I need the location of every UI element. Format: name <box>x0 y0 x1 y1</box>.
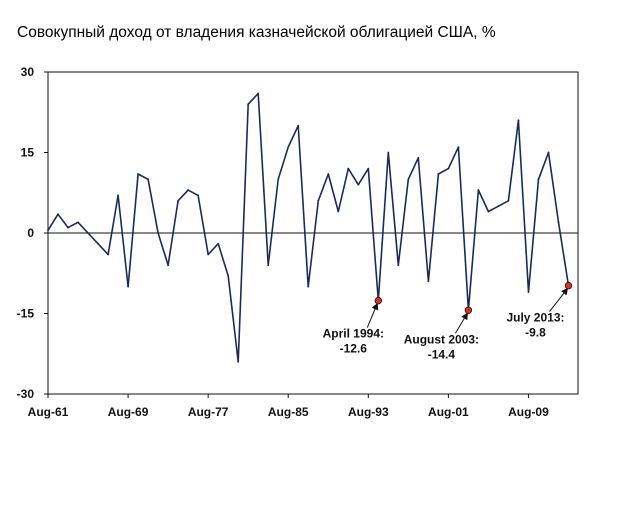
y-tick-label: 15 <box>21 146 35 160</box>
data-point <box>307 285 310 288</box>
x-tick-label: Aug-85 <box>268 405 309 419</box>
data-point <box>387 151 390 154</box>
data-point <box>127 285 129 288</box>
x-tick-label: Aug-01 <box>428 405 469 419</box>
annotation-label: -9.8 <box>525 326 546 340</box>
highlight-marker <box>464 306 473 314</box>
data-point <box>447 167 450 170</box>
data-point <box>87 232 89 234</box>
data-point <box>107 253 109 256</box>
annotation-arrow <box>454 312 468 334</box>
data-point <box>517 119 520 122</box>
data-point <box>427 280 430 283</box>
y-tick-label: -30 <box>17 387 35 401</box>
data-point <box>317 199 320 202</box>
data-point <box>177 199 180 202</box>
data-point <box>247 103 250 106</box>
data-point <box>357 183 360 186</box>
data-point <box>527 291 530 293</box>
data-point <box>487 210 490 213</box>
series-line <box>47 92 570 363</box>
data-point <box>77 221 79 224</box>
data-point <box>117 194 119 197</box>
data-point <box>257 92 260 95</box>
data-point <box>507 199 510 202</box>
data-point <box>297 124 300 127</box>
x-tick-label: Aug-77 <box>188 405 229 419</box>
x-tick-label: Aug-09 <box>508 405 549 419</box>
data-point <box>157 232 160 234</box>
data-point <box>207 253 210 256</box>
data-point <box>267 264 270 267</box>
y-tick-label: -15 <box>17 307 35 321</box>
x-tick-label: Aug-61 <box>28 405 69 419</box>
data-point <box>547 151 550 154</box>
annotation-arrow <box>549 287 569 312</box>
data-point <box>47 229 49 232</box>
data-point <box>277 178 280 181</box>
data-point <box>167 264 170 267</box>
annotation-arrow <box>366 302 379 328</box>
data-point <box>187 189 190 191</box>
data-point <box>137 173 139 175</box>
data-point <box>397 264 400 267</box>
data-point <box>457 146 460 149</box>
data-point <box>347 167 350 170</box>
highlight-marker <box>374 296 383 305</box>
data-point <box>557 221 560 224</box>
annotation-label: April 1994: <box>323 327 384 341</box>
data-point <box>57 213 59 216</box>
data-point <box>437 173 440 175</box>
data-point <box>197 194 200 197</box>
annotation-label: July 2013: <box>506 311 564 325</box>
data-point <box>217 242 220 245</box>
data-point <box>417 156 420 159</box>
data-point <box>287 146 290 149</box>
annotation-label: -12.6 <box>340 342 368 356</box>
annotation-label: August 2003: <box>404 332 479 346</box>
data-point <box>477 189 480 191</box>
data-point <box>327 173 330 175</box>
y-tick-label: 0 <box>27 226 34 240</box>
data-point <box>367 167 370 170</box>
data-point <box>227 275 230 277</box>
annotation-label: -14.4 <box>428 347 456 361</box>
data-point <box>237 360 240 363</box>
data-point <box>147 178 149 181</box>
x-tick-label: Aug-69 <box>108 405 149 419</box>
x-tick-label: Aug-93 <box>348 405 389 419</box>
y-tick-label: 30 <box>21 65 35 79</box>
data-point <box>97 242 99 245</box>
data-point <box>407 178 410 181</box>
data-point <box>497 205 500 208</box>
data-point <box>537 178 540 181</box>
data-point <box>67 226 69 229</box>
highlight-marker <box>564 281 573 290</box>
data-point <box>337 210 340 213</box>
chart-title: Совокупный доход от владения казначейско… <box>17 24 496 41</box>
